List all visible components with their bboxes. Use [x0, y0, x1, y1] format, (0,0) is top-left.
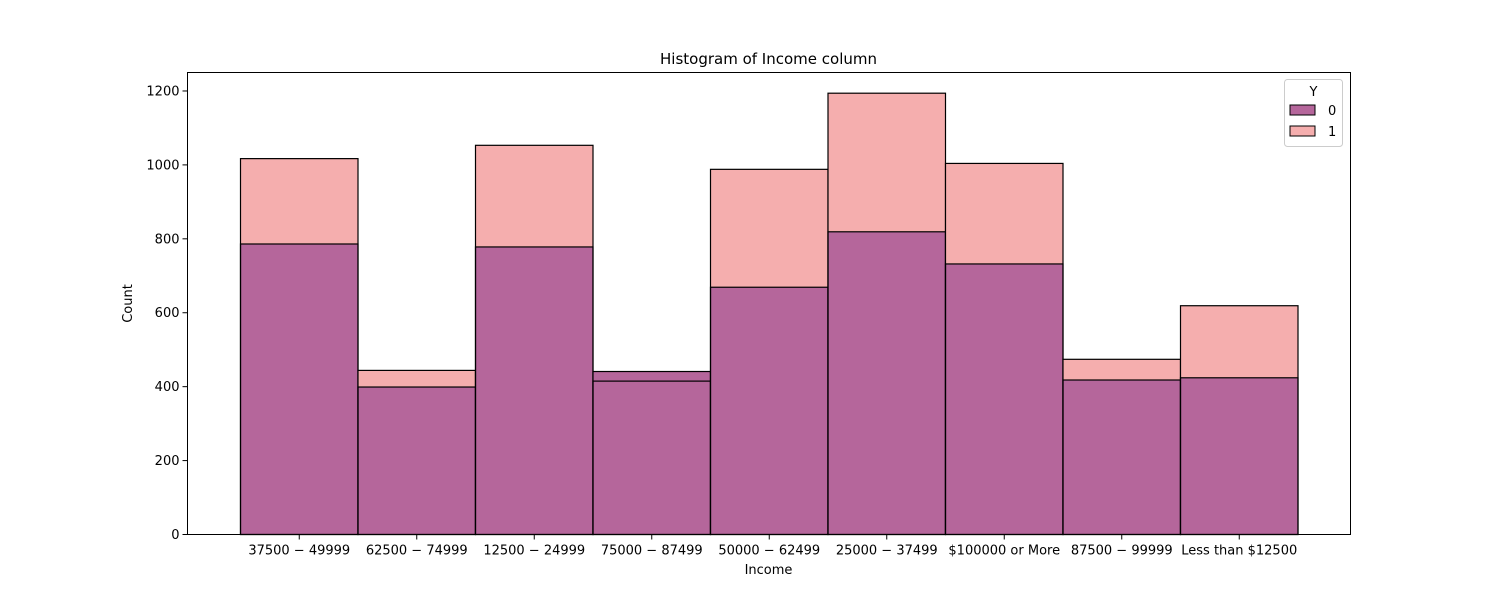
x-tick-label: 37500 − 49999: [248, 544, 350, 559]
bar-overlap-4: [710, 287, 828, 535]
legend-swatch-0: [1289, 104, 1316, 116]
bar-overlap-8: [1180, 377, 1298, 535]
y-tick-label: 400: [155, 380, 180, 395]
bar-overlap-7: [1063, 380, 1181, 535]
bar-overlap-2: [475, 246, 593, 535]
bar-excess-8: [1180, 305, 1298, 378]
x-tick-label: 62500 − 74999: [366, 544, 468, 559]
bar-excess-1: [358, 370, 476, 388]
x-axis: 37500 − 49999 62500 − 74999 12500 − 24999 7…: [248, 534, 1297, 559]
bar-overlap-6: [945, 263, 1063, 535]
legend-swatch-1: [1289, 125, 1316, 137]
plot-frame: [187, 72, 1351, 535]
bar-overlap-5: [828, 231, 946, 535]
y-tick-label: 600: [155, 306, 180, 321]
bar-excess-3: [593, 371, 711, 382]
y-tick-label: 800: [155, 232, 180, 247]
bar-overlap-1: [358, 387, 476, 535]
x-axis-title: Income: [745, 563, 793, 578]
y-tick-label: 200: [155, 454, 180, 469]
y-tick-label: 1000: [146, 158, 179, 173]
x-tick-label: 75000 − 87499: [601, 544, 703, 559]
y-tick-label: 1200: [146, 84, 179, 99]
x-tick-label: 50000 − 62499: [718, 544, 820, 559]
bar-excess-4: [710, 169, 828, 288]
bars-layer: [239, 92, 1299, 536]
x-tick-label: 87500 − 99999: [1071, 544, 1173, 559]
legend-title: Y: [1309, 85, 1318, 100]
bar-overlap-3: [593, 381, 711, 535]
bar-excess-5: [828, 93, 946, 232]
y-axis: 0 200 400 600 800 1000 1200: [146, 84, 188, 543]
bar-excess-6: [945, 163, 1063, 264]
bar-excess-7: [1063, 359, 1181, 381]
chart-title: Histogram of Income column: [660, 50, 877, 68]
x-tick-label: 12500 − 24999: [483, 544, 585, 559]
x-tick-label: $100000 or More: [948, 544, 1060, 559]
x-tick-label: 25000 − 37499: [836, 544, 938, 559]
legend: Y0 1: [1284, 79, 1343, 147]
bar-excess-2: [475, 145, 593, 247]
y-axis-title: Count: [121, 284, 136, 323]
bar-excess-0: [240, 158, 358, 244]
legend-label-1: 1: [1328, 125, 1336, 140]
bar-overlap-0: [240, 243, 358, 535]
legend-label-0: 0: [1328, 104, 1336, 119]
x-tick-label: Less than $12500: [1181, 544, 1297, 559]
y-tick-label: 0: [171, 528, 179, 543]
